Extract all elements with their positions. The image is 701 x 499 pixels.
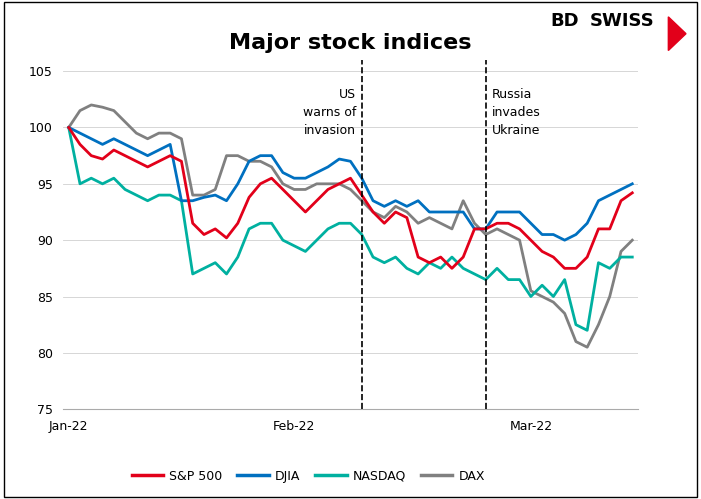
Legend: S&P 500, DJIA, NASDAQ, DAX: S&P 500, DJIA, NASDAQ, DAX xyxy=(127,465,490,488)
Text: Russia
invades
Ukraine: Russia invades Ukraine xyxy=(491,88,540,137)
Text: BD: BD xyxy=(550,12,579,30)
Polygon shape xyxy=(668,17,686,50)
Text: US
warns of
invasion: US warns of invasion xyxy=(303,88,356,137)
Title: Major stock indices: Major stock indices xyxy=(229,33,472,53)
Text: SWISS: SWISS xyxy=(590,12,654,30)
